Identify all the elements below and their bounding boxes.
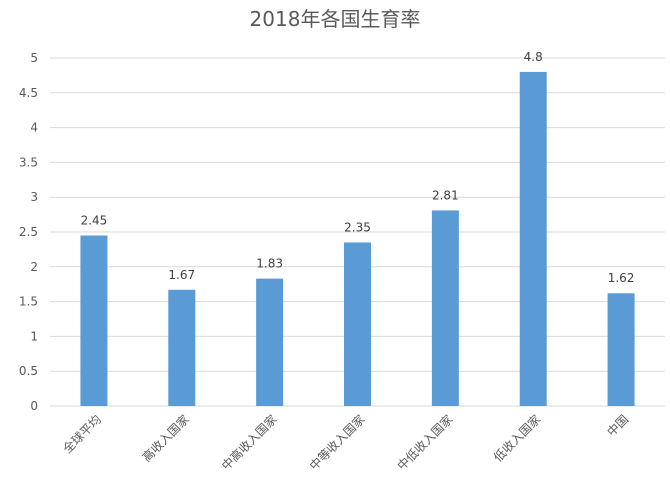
bar bbox=[344, 242, 371, 406]
data-label: 1.83 bbox=[256, 257, 283, 271]
y-tick-label: 0 bbox=[30, 399, 38, 413]
data-label: 2.45 bbox=[81, 213, 108, 227]
data-label: 2.81 bbox=[432, 188, 459, 202]
y-tick-label: 5 bbox=[30, 51, 38, 65]
y-tick-label: 2 bbox=[30, 260, 38, 274]
bar bbox=[607, 293, 635, 406]
x-category-label: 低收入国家 bbox=[490, 412, 543, 465]
data-label: 1.67 bbox=[168, 268, 195, 282]
y-tick-label: 0.5 bbox=[19, 364, 38, 378]
y-tick-label: 1 bbox=[30, 329, 38, 343]
data-labels: 2.45 1.67 1.83 2.35 2.81 4.8 1.62 bbox=[81, 50, 635, 285]
bar bbox=[80, 235, 108, 406]
x-category-label: 全球平均 bbox=[59, 412, 104, 457]
bar bbox=[519, 71, 547, 407]
y-tick-label: 4 bbox=[30, 121, 38, 135]
x-axis-categories: 全球平均 高收入国家 中高收入国家 中等收入国家 中低收入国家 低收入国家 中国 bbox=[59, 412, 631, 474]
x-category-label: 中等收入国家 bbox=[306, 412, 368, 474]
bar bbox=[256, 278, 284, 406]
x-category-label: 中高收入国家 bbox=[218, 412, 280, 474]
y-tick-label: 2.5 bbox=[19, 225, 38, 239]
y-tick-label: 3 bbox=[30, 190, 38, 204]
bar bbox=[431, 210, 459, 406]
y-tick-label: 4.5 bbox=[19, 86, 38, 100]
data-label: 4.8 bbox=[524, 50, 543, 64]
data-label: 2.35 bbox=[344, 220, 371, 234]
x-category-label: 高收入国家 bbox=[139, 412, 192, 465]
x-category-label: 中国 bbox=[604, 412, 632, 440]
bar bbox=[168, 289, 196, 406]
data-label: 1.62 bbox=[608, 271, 635, 285]
bars bbox=[80, 71, 635, 407]
x-category-label: 中低收入国家 bbox=[394, 412, 456, 474]
y-axis-ticks: 0 0.5 1 1.5 2 2.5 3 3.5 4 4.5 5 bbox=[19, 51, 38, 413]
y-tick-label: 3.5 bbox=[19, 155, 38, 169]
chart-title: 2018年各国生育率 bbox=[250, 7, 421, 31]
y-tick-label: 1.5 bbox=[19, 295, 38, 309]
